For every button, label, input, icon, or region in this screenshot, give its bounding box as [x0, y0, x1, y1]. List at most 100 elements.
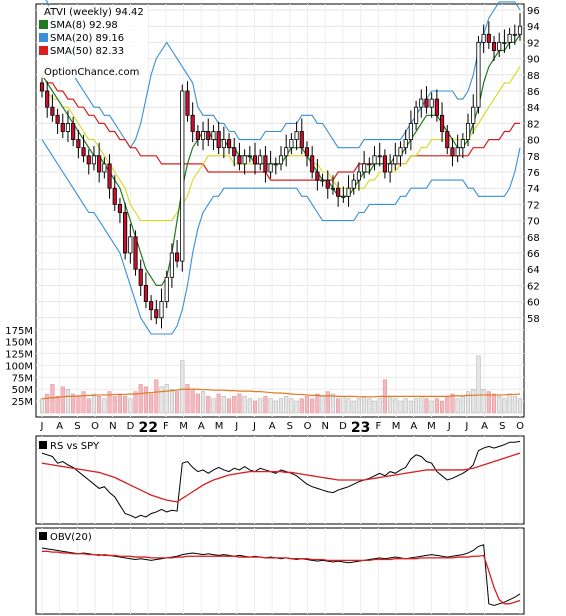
candle-body-6	[71, 123, 76, 141]
volume-bar-60	[351, 400, 356, 414]
candle-body-80	[455, 147, 460, 157]
candle-body-19	[138, 268, 143, 286]
vol-tick-50M: 50M	[12, 385, 33, 396]
y-tick-76: 76	[527, 168, 540, 179]
x-tick-D-17: D	[339, 421, 347, 432]
bollinger-upper-line	[45, 0, 521, 149]
x-axis-ticks: J A S O N D 22 F M A M J J A S O N D 23 F M A M J J A S O	[40, 420, 525, 436]
volume-bar-61	[356, 398, 361, 414]
candle-body-28	[185, 90, 190, 116]
rs-series-0	[41, 440, 521, 519]
vol-tick-150M: 150M	[5, 338, 33, 349]
x-tick-J-0: J	[40, 421, 44, 432]
obv-series-1	[42, 550, 521, 605]
obv-series	[41, 544, 521, 606]
x-tick-F-7: F	[163, 421, 169, 432]
candle-body-73	[419, 98, 424, 108]
volume-bar-21	[149, 393, 154, 414]
candle-body-12	[102, 163, 107, 173]
y-axis-ticks: 58 60 62 64 66 68 70 72 74 76 78 80 82 84 86 88 90 92 94 96	[527, 6, 540, 325]
y-tick-86: 86	[527, 87, 540, 98]
candle-body-0	[39, 82, 45, 92]
obv-panel-frame	[35, 527, 525, 615]
candle-body-88	[497, 42, 502, 51]
x-tick-M-10: M	[215, 421, 224, 432]
candle-body-32	[206, 131, 211, 140]
x-tick-J-23: J	[447, 421, 451, 432]
candle-body-84	[476, 42, 481, 108]
volume-bar-49	[294, 400, 299, 414]
volume-bar-57	[336, 398, 341, 414]
volume-bar-40	[247, 398, 252, 414]
obv-legend-swatch	[39, 532, 47, 540]
volume-bar-55	[325, 391, 330, 414]
candle-body-86	[486, 33, 491, 43]
candle-body-67	[388, 163, 393, 173]
volume-bar-51	[304, 396, 310, 414]
volume-bar-91	[512, 396, 517, 414]
chart-title: ATVI (weekly) 94.42	[44, 7, 144, 18]
candle-body-90	[507, 33, 512, 43]
x-tick-F-19: F	[375, 421, 381, 432]
candle-body-13	[107, 163, 112, 189]
y-tick-68: 68	[527, 233, 540, 244]
volume-bar-34	[216, 393, 221, 414]
vol-tick-125M: 125M	[5, 350, 33, 361]
y-tick-96: 96	[527, 6, 540, 17]
x-tick-J-24: J	[464, 421, 468, 432]
legend-label-sma20: SMA(20) 89.16	[50, 33, 124, 44]
candle-body-48	[289, 139, 294, 149]
candle-body-41	[252, 155, 258, 165]
volume-bar-83	[471, 388, 476, 414]
candle-body-4	[60, 123, 65, 132]
candle-body-83	[471, 106, 476, 124]
volume-bar-30	[195, 393, 200, 414]
y-tick-58: 58	[527, 314, 540, 325]
legend-swatch-sma20	[39, 33, 48, 42]
volume-bar-18	[133, 391, 138, 414]
volume-bar-92	[517, 398, 523, 414]
volume-bar-3	[55, 396, 60, 414]
x-tick-O-15: O	[304, 421, 312, 432]
volume-bar-81	[460, 396, 465, 414]
volume-bar-13	[107, 391, 112, 414]
candle-body-78	[445, 131, 450, 149]
volume-bar-31	[201, 391, 206, 414]
volume-bar-39	[242, 396, 247, 414]
candle-body-53	[315, 171, 320, 181]
candle-body-24	[164, 276, 169, 302]
vol-tick-25M: 25M	[12, 397, 33, 408]
y-tick-94: 94	[527, 22, 540, 33]
y-tick-80: 80	[527, 136, 540, 147]
volume-bar-33	[211, 398, 216, 414]
volume-bar-35	[221, 396, 226, 414]
price-series	[39, 0, 523, 335]
volume-bar-85	[481, 388, 486, 414]
x-tick-J-12: J	[252, 421, 256, 432]
volume-bar-89	[502, 398, 507, 414]
x-tick-A-25: A	[481, 421, 488, 432]
y-tick-74: 74	[527, 184, 540, 195]
volume-bar-48	[289, 398, 294, 414]
y-tick-72: 72	[527, 200, 540, 211]
candle-body-56	[330, 187, 336, 190]
candle-body-40	[247, 155, 252, 158]
x-tick-M-22: M	[427, 421, 436, 432]
candle-body-36	[226, 139, 232, 149]
candle-body-42	[258, 155, 263, 165]
volume-bar-38	[237, 393, 242, 414]
x-tick-23-18: 23	[351, 420, 370, 436]
candle-body-75	[429, 98, 434, 108]
obv-panel-title: OBV(20)	[50, 532, 92, 543]
volume-bars	[39, 355, 523, 414]
volume-bar-15	[117, 393, 122, 414]
candle-body-65	[377, 155, 382, 158]
y-tick-88: 88	[527, 71, 540, 82]
volume-bar-70	[403, 398, 408, 414]
candle-body-76	[434, 98, 439, 116]
candle-body-63	[367, 163, 372, 166]
volume-bar-77	[440, 400, 445, 414]
volume-bar-0	[39, 398, 45, 414]
volume-bar-10	[91, 393, 97, 414]
x-tick-A-21: A	[410, 421, 417, 432]
